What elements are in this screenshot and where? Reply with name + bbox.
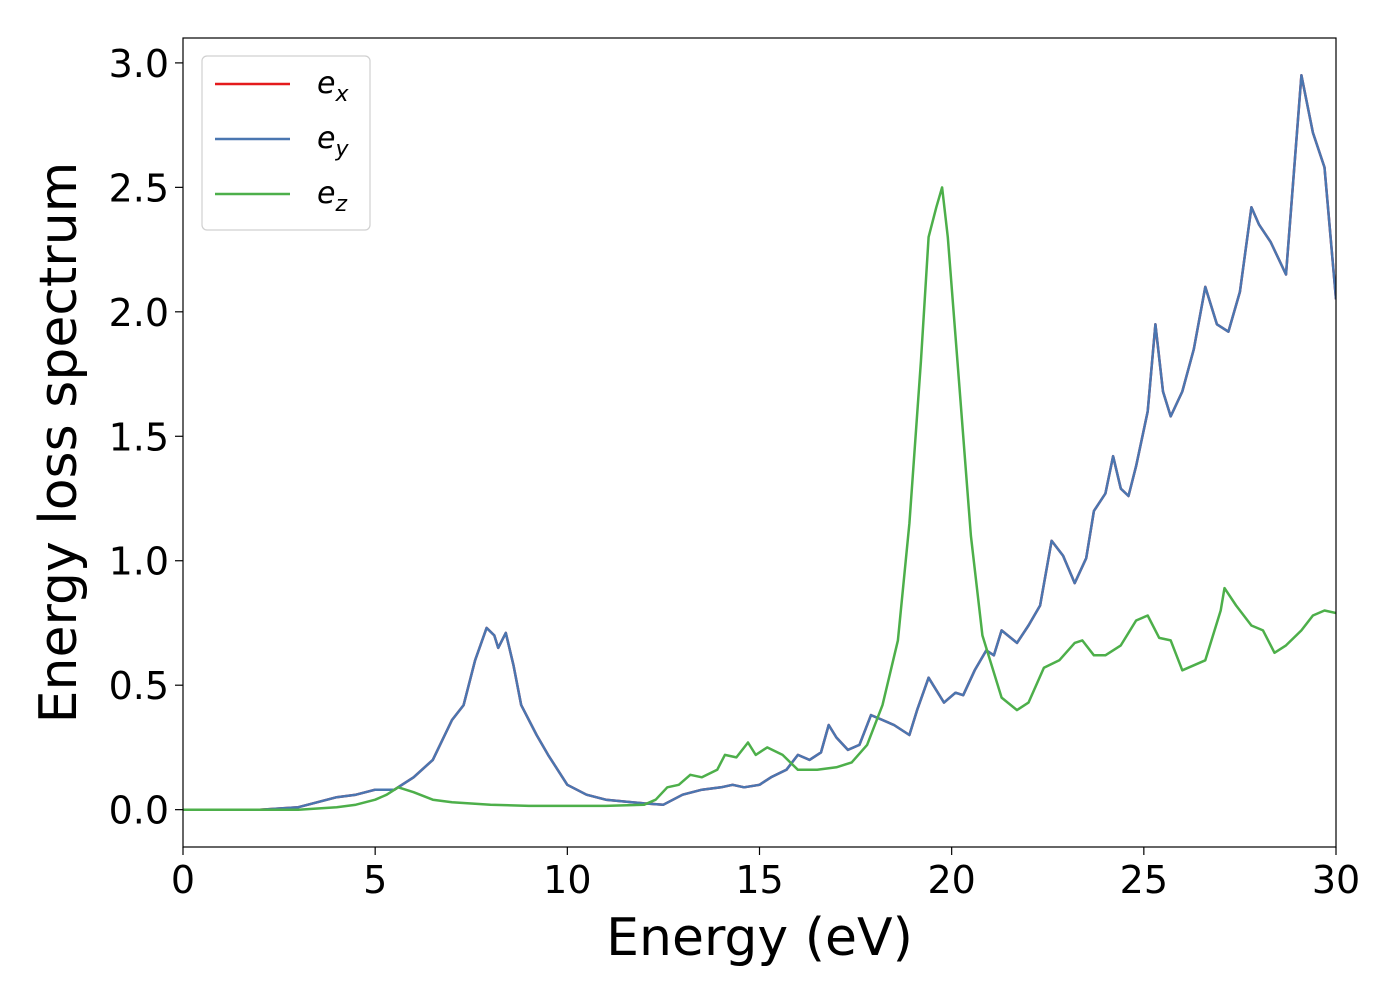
tick-layer: 0 5 10 15 20 25 30 0.0 0.5 1.0 1.5 2.0 2.5 3.0 [109,42,1361,902]
x-axis-label: Energy (eV) [606,908,913,968]
y-tick-label: 2.5 [109,166,169,210]
x-tick-label: 30 [1312,858,1360,902]
series-line-e-z [183,186,1336,811]
x-tick-label: 5 [363,858,387,902]
x-tick-label: 20 [927,858,975,902]
x-tick-label: 15 [735,858,783,902]
y-tick-label: 3.0 [109,42,169,86]
y-tick-label: 1.0 [109,540,169,584]
y-tick-label: 2.0 [109,291,169,335]
y-axis-label: Energy loss spectrum [29,162,89,724]
y-tick-label: 0.5 [109,664,169,708]
x-tick-label: 10 [543,858,591,902]
legend-box [201,55,371,231]
y-tick-label: 0.0 [109,789,169,833]
x-tick-label: 25 [1120,858,1168,902]
series-layer [183,74,1336,811]
series-line-e-y [183,74,1336,811]
x-tick-label: 0 [171,858,195,902]
y-tick-label: 1.5 [109,415,169,459]
